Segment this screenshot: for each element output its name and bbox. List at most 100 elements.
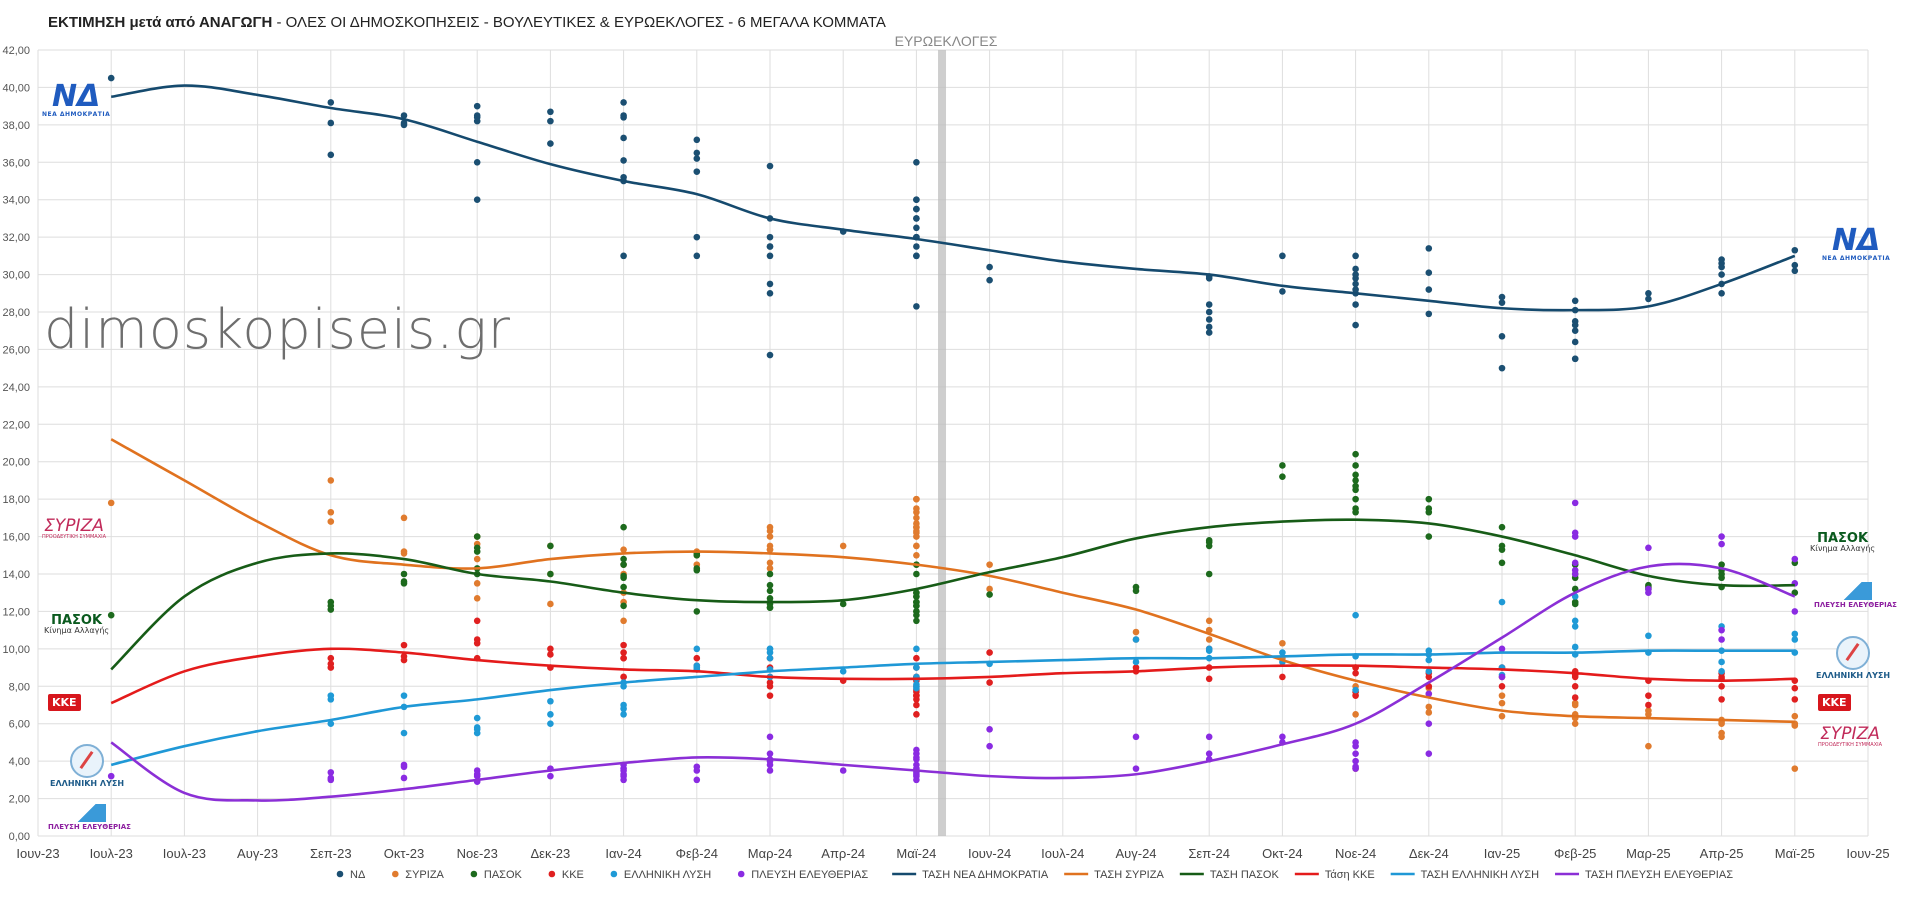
point-nd bbox=[986, 263, 993, 271]
point-nd bbox=[1571, 297, 1579, 305]
point-syriza bbox=[766, 565, 774, 572]
point-nd bbox=[620, 99, 627, 106]
point-nd bbox=[327, 151, 335, 159]
point-pasok bbox=[1205, 537, 1213, 544]
point-nd bbox=[1352, 280, 1359, 288]
point-el bbox=[693, 645, 701, 653]
line-trend_pasok bbox=[110, 518, 1795, 671]
point-pl bbox=[620, 776, 627, 784]
point-pl bbox=[620, 767, 627, 774]
point-kke bbox=[1791, 696, 1799, 703]
x-tick-label: Δεκ-23 bbox=[531, 846, 571, 861]
y-tick-label: 30,00 bbox=[2, 270, 30, 282]
point-pasok bbox=[766, 595, 774, 602]
euroelections-band bbox=[938, 50, 947, 836]
point-nd bbox=[1498, 293, 1506, 301]
point-nd bbox=[766, 243, 774, 250]
point-kke bbox=[1352, 669, 1359, 677]
point-kke bbox=[1571, 673, 1579, 681]
point-pl bbox=[913, 754, 920, 761]
point-nd bbox=[693, 136, 701, 144]
point-el bbox=[1205, 645, 1213, 653]
point-pasok bbox=[1498, 559, 1506, 567]
point-pasok bbox=[547, 542, 554, 550]
point-nd bbox=[547, 140, 554, 147]
point-pasok bbox=[1498, 546, 1506, 553]
point-pasok bbox=[1352, 462, 1359, 469]
point-nd bbox=[1205, 308, 1213, 316]
point-kke bbox=[913, 696, 920, 703]
point-pl bbox=[1498, 645, 1506, 653]
point-kke bbox=[473, 617, 481, 625]
point-pasok bbox=[913, 608, 920, 615]
point-pasok bbox=[986, 591, 993, 598]
legend: ΝΔ ΣΥΡΙΖΑ ΠΑΣΟΚ ΚΚΕ ΕΛΛΗΝΙΚΗ ΛΥΣΗ ΠΛΕΥΣΗ ΕΛΕΥ… bbox=[336, 869, 1733, 881]
point-kke bbox=[766, 692, 774, 699]
point-kke bbox=[1352, 692, 1359, 699]
point-kke bbox=[986, 679, 993, 686]
point-pl bbox=[913, 776, 920, 784]
point-syriza bbox=[913, 514, 920, 522]
point-nd bbox=[1718, 263, 1725, 271]
point-nd bbox=[1645, 289, 1652, 297]
point-syriza bbox=[986, 585, 993, 593]
point-kke bbox=[693, 654, 701, 662]
point-pasok bbox=[839, 600, 847, 608]
kke-logo-right: ΚΚΕ bbox=[1818, 694, 1851, 711]
point-nd bbox=[913, 215, 920, 222]
point-el bbox=[1571, 643, 1579, 651]
point-pl bbox=[1352, 757, 1359, 765]
x-tick-label: Ιαν-24 bbox=[605, 846, 641, 861]
point-nd bbox=[620, 157, 627, 164]
point-el bbox=[1718, 658, 1725, 666]
watermark: dimoskopiseis.gr bbox=[44, 298, 511, 361]
point-nd bbox=[1791, 267, 1799, 275]
point-nd bbox=[400, 112, 408, 119]
point-pasok bbox=[1571, 600, 1579, 608]
point-nd bbox=[1425, 286, 1433, 293]
point-nd bbox=[986, 276, 993, 284]
legend-label-el: ΕΛΛΗΝΙΚΗ ΛΥΣΗ bbox=[624, 869, 711, 881]
point-syriza bbox=[1791, 712, 1799, 720]
point-kke bbox=[913, 654, 920, 662]
point-syriza bbox=[400, 514, 408, 522]
point-syriza bbox=[327, 518, 335, 525]
point-el bbox=[547, 720, 554, 728]
y-tick-label: 40,00 bbox=[2, 82, 30, 94]
point-pl bbox=[1718, 636, 1725, 643]
point-el bbox=[1718, 668, 1725, 675]
point-pasok bbox=[1718, 574, 1725, 582]
point-nd bbox=[400, 119, 408, 127]
point-pasok bbox=[1279, 462, 1286, 469]
y-tick-label: 20,00 bbox=[2, 457, 30, 469]
point-nd bbox=[1791, 261, 1799, 269]
legend-label-syriza: ΣΥΡΙΖΑ bbox=[405, 869, 444, 881]
point-kke bbox=[327, 664, 335, 671]
legend-marker-el bbox=[610, 870, 618, 878]
elliniki-lysi-logo-left: ΕΛΛΗΝΙΚΗ ΛΥΣΗ bbox=[50, 744, 124, 788]
point-el bbox=[620, 682, 627, 690]
point-nd bbox=[1645, 295, 1652, 303]
y-tick-label: 4,00 bbox=[9, 756, 30, 768]
y-tick-label: 16,00 bbox=[2, 532, 30, 544]
legend-label-trend_syriza: ΤΑΣΗ ΣΥΡΙΖΑ bbox=[1094, 869, 1164, 881]
line-trend_kke bbox=[110, 647, 1795, 705]
x-tick-label: Ιουν-24 bbox=[968, 846, 1011, 861]
point-syriza bbox=[1645, 742, 1652, 750]
point-kke bbox=[400, 641, 408, 649]
point-kke bbox=[913, 711, 920, 718]
point-kke bbox=[473, 639, 481, 647]
point-pasok bbox=[1425, 533, 1433, 540]
point-nd bbox=[620, 134, 627, 142]
point-el bbox=[913, 664, 920, 671]
point-el bbox=[1571, 623, 1579, 630]
x-tick-label: Οκτ-24 bbox=[1262, 846, 1303, 861]
x-tick-label: Φεβ-24 bbox=[676, 846, 718, 861]
point-syriza bbox=[913, 505, 920, 512]
legend-label-kke: ΚΚΕ bbox=[562, 869, 584, 881]
sails-icon bbox=[1838, 582, 1873, 600]
point-nd bbox=[1718, 271, 1725, 278]
legend-marker-pl bbox=[737, 870, 745, 878]
point-kke bbox=[986, 649, 993, 656]
